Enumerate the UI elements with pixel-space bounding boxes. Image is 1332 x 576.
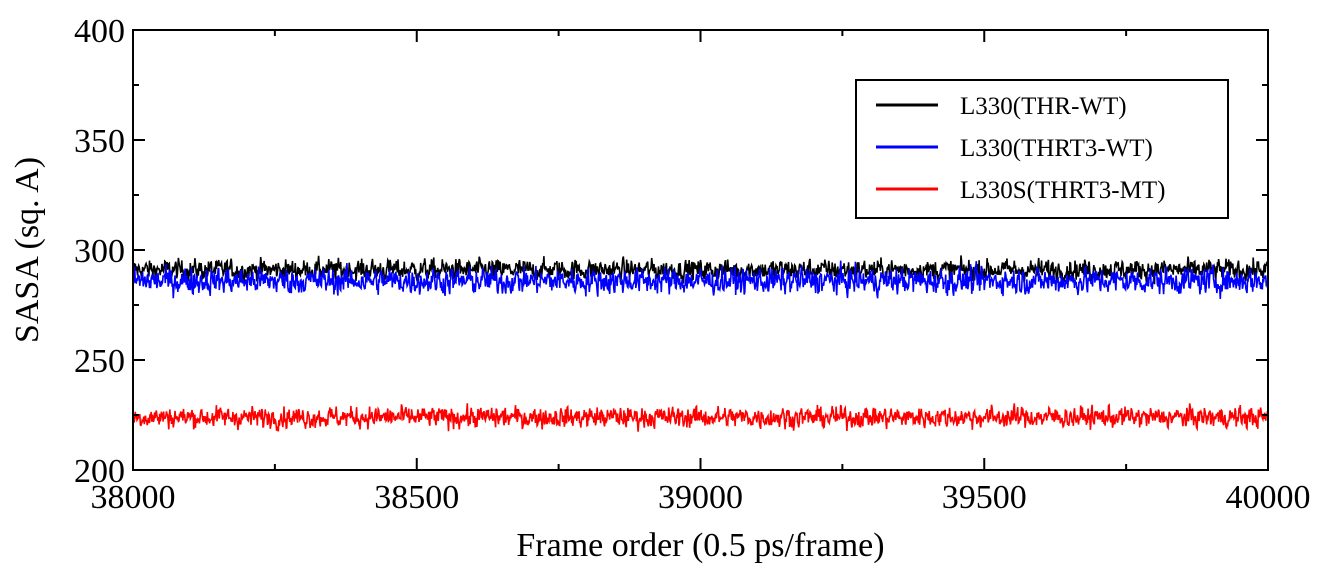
ticklabels-layer: 38000 38500 39000 39500 40000 200 250 300 350 400 <box>74 13 1311 516</box>
series-line-3 <box>132 403 1269 432</box>
x-tick-label: 38000 <box>91 479 176 516</box>
legend-label-1: L330(THR-WT) <box>960 93 1127 120</box>
y-tick-label: 350 <box>74 123 125 160</box>
legend: L330(THR-WT) L330(THRT3-WT) L330S(THRT3-MT… <box>855 79 1229 219</box>
x-tick-label: 39500 <box>942 479 1027 516</box>
y-tick-label: 250 <box>74 343 125 380</box>
y-tick-label: 300 <box>74 233 125 270</box>
legend-box <box>855 79 1229 219</box>
legend-label-2: L330(THRT3-WT) <box>960 135 1153 162</box>
ticks-layer <box>132 29 1269 471</box>
y-axis-label: SASA (sq. A) <box>9 157 46 343</box>
series-layer <box>132 255 1269 432</box>
x-tick-label: 39000 <box>658 479 743 516</box>
y-tick-label: 400 <box>74 13 125 50</box>
series-line-2 <box>132 260 1269 300</box>
x-tick-label: 40000 <box>1226 479 1311 516</box>
x-axis-label: Frame order (0.5 ps/frame) <box>516 527 884 564</box>
y-tick-label: 200 <box>74 453 125 490</box>
x-tick-label: 38500 <box>374 479 459 516</box>
legend-label-3: L330S(THRT3-MT) <box>960 177 1165 204</box>
